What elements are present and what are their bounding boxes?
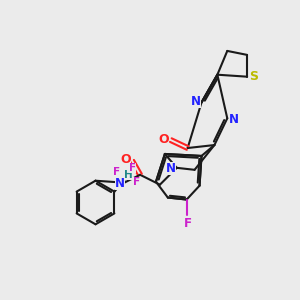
Text: F: F: [129, 163, 136, 173]
Text: N: N: [229, 113, 239, 126]
Text: F: F: [113, 167, 120, 177]
Text: O: O: [120, 153, 130, 167]
Text: N: N: [166, 162, 176, 175]
Text: S: S: [250, 70, 259, 83]
Text: F: F: [133, 177, 140, 187]
Text: O: O: [159, 133, 169, 146]
Text: N: N: [190, 95, 201, 108]
Text: H: H: [124, 170, 133, 180]
Text: F: F: [184, 217, 192, 230]
Text: N: N: [115, 177, 125, 190]
